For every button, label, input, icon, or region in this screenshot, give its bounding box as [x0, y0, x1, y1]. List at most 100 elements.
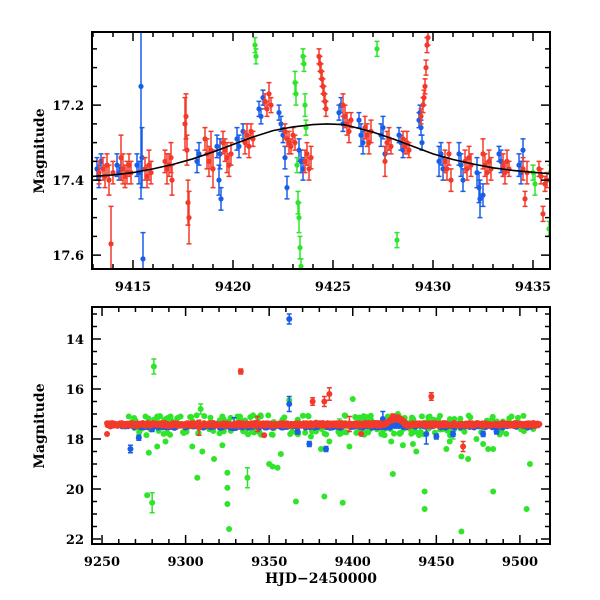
green-data-point [199, 448, 206, 455]
top-x-tick-label: 9415 [115, 280, 151, 295]
blue-data-point [236, 143, 242, 149]
red-data-point [423, 65, 429, 71]
green-data-point [490, 446, 497, 452]
red-data-point [237, 368, 244, 375]
blue-data-point [196, 151, 202, 157]
green-data-point [281, 414, 288, 421]
bottom-x-tick-label: 9350 [251, 555, 287, 570]
blue-data-point [423, 431, 430, 437]
green-data-point [346, 443, 353, 450]
blue-data-point [323, 446, 330, 452]
top-plot-area [92, 32, 550, 269]
top-y-tick-label: 17.2 [52, 99, 84, 114]
green-data-point [269, 463, 276, 470]
green-data-point [391, 430, 398, 437]
green-data-point [378, 431, 385, 437]
blue-data-point [139, 155, 145, 161]
blue-data-point [480, 192, 486, 198]
green-data-point [294, 162, 300, 168]
red-data-point [107, 423, 114, 430]
green-data-point [292, 498, 299, 505]
red-data-point [389, 413, 396, 420]
green-data-point [149, 499, 156, 506]
blue-data-point [218, 196, 224, 202]
red-data-point [522, 196, 528, 202]
bottom-y-tick-label: 14 [66, 333, 84, 348]
red-data-point [428, 393, 435, 400]
green-data-point [417, 428, 424, 435]
red-data-point [268, 102, 274, 108]
blue-data-point [217, 151, 223, 157]
green-data-point [343, 429, 350, 436]
red-data-point [112, 422, 119, 429]
green-data-point [252, 42, 258, 48]
bottom-x-axis-label: HJD−2450000 [265, 571, 377, 587]
green-data-point [189, 443, 196, 450]
blue-data-point [284, 185, 290, 191]
red-data-point [96, 170, 102, 176]
bottom-x-tick-label: 9500 [502, 555, 538, 570]
green-data-point [293, 91, 299, 97]
red-data-point [406, 147, 412, 153]
green-data-point [144, 492, 151, 499]
blue-data-point [127, 446, 134, 452]
green-data-point [473, 436, 480, 442]
green-data-point [298, 263, 304, 269]
green-data-point [485, 446, 492, 452]
red-data-point [323, 106, 329, 112]
green-data-point [142, 413, 149, 420]
red-data-point [422, 83, 428, 89]
red-data-point [119, 421, 126, 427]
red-data-point [321, 398, 328, 405]
blue-data-point [458, 162, 464, 168]
green-data-point [465, 456, 472, 462]
green-data-point [318, 446, 324, 452]
red-data-point [186, 215, 192, 221]
green-data-point [154, 443, 161, 450]
red-data-point [169, 177, 175, 183]
green-data-point [443, 446, 450, 452]
red-data-point [185, 200, 191, 206]
green-data-point [162, 438, 169, 445]
blue-data-point [380, 125, 386, 131]
blue-data-point [520, 147, 526, 153]
red-data-point [421, 95, 427, 101]
green-data-point [421, 506, 428, 512]
red-data-point [418, 113, 424, 119]
red-data-point [261, 432, 268, 439]
green-data-point [177, 413, 184, 420]
bottom-plot-area [104, 313, 543, 535]
bottom-y-tick-label: 16 [66, 383, 84, 398]
green-data-point [301, 61, 307, 67]
green-data-point [446, 438, 453, 445]
green-data-point [226, 526, 233, 532]
green-data-point [526, 461, 533, 467]
bottom-series-green [125, 358, 537, 535]
green-data-point [458, 453, 465, 460]
green-data-point [194, 474, 201, 481]
blue-data-point [135, 434, 142, 441]
top-data-layer [92, 32, 550, 269]
top-series-red [96, 32, 550, 269]
red-data-point [346, 421, 353, 427]
red-data-point [288, 143, 294, 149]
green-data-point [532, 181, 538, 187]
red-data-point [346, 128, 352, 134]
red-data-point [448, 177, 454, 183]
top-x-tick-label: 9420 [215, 280, 251, 295]
bottom-series-red [104, 368, 543, 453]
blue-data-point [460, 177, 466, 183]
green-data-point [136, 429, 143, 436]
green-data-point [341, 412, 348, 419]
green-data-point [388, 438, 395, 445]
red-data-point [184, 147, 190, 153]
bottom-x-tick-label: 9400 [335, 555, 371, 570]
red-data-point [348, 117, 354, 123]
blue-data-point [294, 428, 301, 435]
red-data-point [210, 166, 216, 172]
green-data-point [247, 414, 254, 421]
red-data-point [460, 443, 467, 450]
top-plot-frame [91, 31, 551, 270]
green-data-point [297, 245, 303, 251]
blue-data-point [140, 256, 146, 262]
